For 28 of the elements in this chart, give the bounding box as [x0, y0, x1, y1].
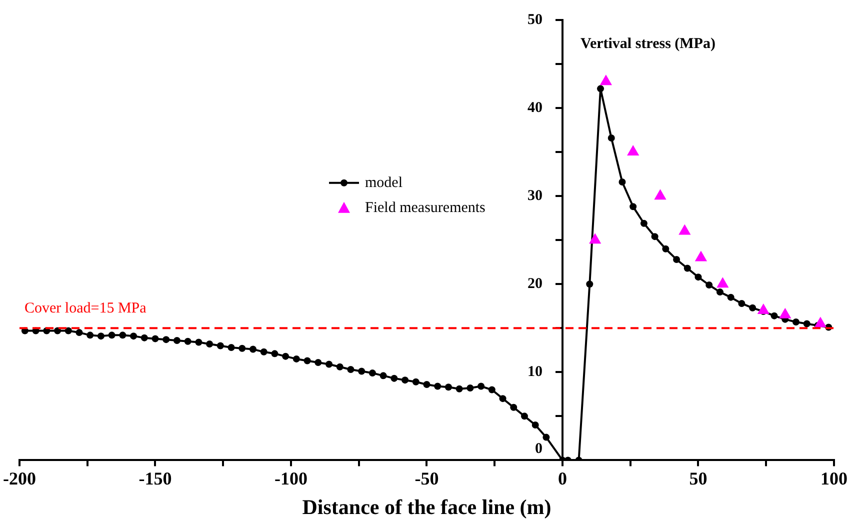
point [757, 304, 770, 314]
x-axis-title: Distance of the face line (m) [302, 494, 552, 519]
x-tick-label: 50 [689, 468, 708, 489]
legend-label: model [365, 174, 403, 191]
x-tick-label: 100 [820, 468, 848, 489]
x-tick-label: -50 [414, 468, 439, 489]
y-tick-label: 50 [528, 12, 542, 28]
y-axis-title: Vertival stress (MPa) [580, 36, 716, 52]
y-tick-label: 10 [528, 364, 542, 380]
point [627, 145, 640, 156]
point [678, 224, 691, 235]
y-tick-label: 30 [528, 188, 542, 204]
x-tick-label: -150 [138, 468, 172, 489]
x-tick-label: -100 [274, 468, 308, 489]
point [589, 233, 602, 244]
ref-line-label: Cover load=15 MPa [24, 300, 147, 317]
y-tick-label: 20 [528, 276, 542, 292]
point [600, 74, 612, 86]
point [716, 277, 729, 288]
legend-label: Field measurements [365, 200, 486, 216]
point [814, 316, 826, 328]
point [779, 308, 792, 318]
y-tick-label: 40 [528, 100, 542, 116]
y-tick-label: 0 [535, 441, 542, 458]
x-tick-label: 0 [558, 468, 567, 489]
point [654, 189, 666, 200]
point [694, 250, 708, 262]
x-tick-label: -200 [2, 468, 36, 489]
